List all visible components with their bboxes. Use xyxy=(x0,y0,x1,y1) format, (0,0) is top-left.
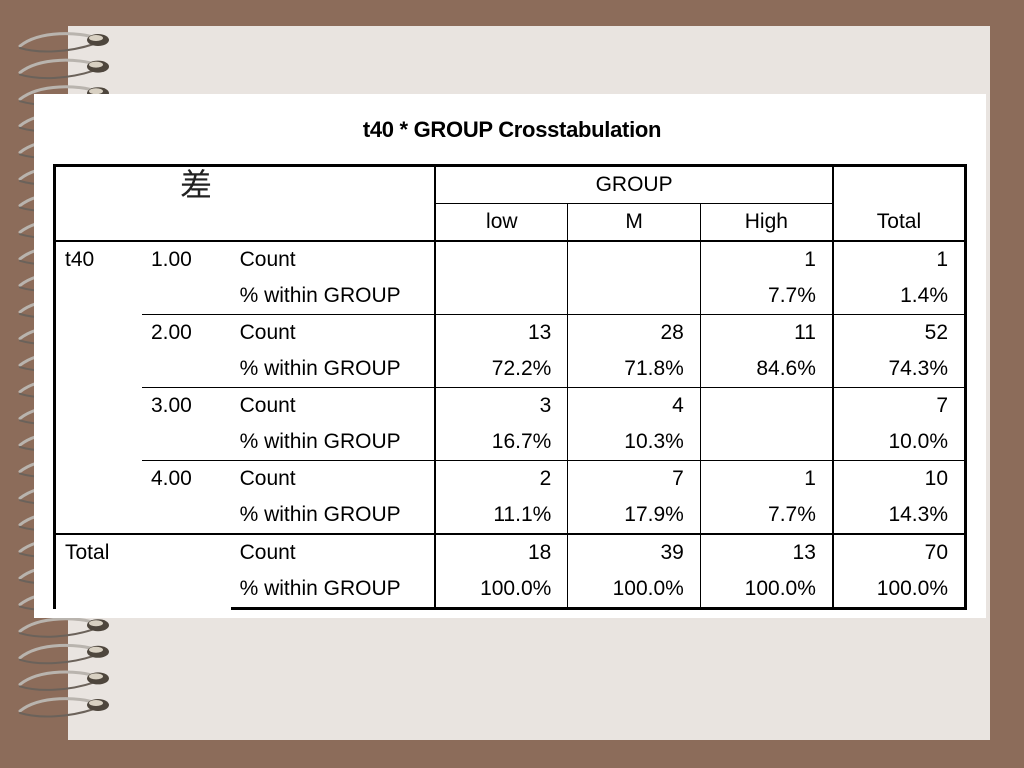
pct-low: 16.7% xyxy=(434,424,568,461)
total-pct-high: 100.0% xyxy=(699,571,833,610)
pct-m: 71.8% xyxy=(567,351,701,388)
level-label: 4.00 xyxy=(141,460,231,534)
table-row: % within GROUP 11.1% 17.9% 7.7% 14.3% xyxy=(55,497,967,534)
corner-cell: 差 xyxy=(53,164,436,241)
pct-low xyxy=(434,278,568,315)
count-total: 52 xyxy=(831,314,967,351)
pct-high: 84.6% xyxy=(699,351,833,388)
pct-total: 1.4% xyxy=(831,278,967,315)
total-pct-m: 100.0% xyxy=(567,571,701,610)
table-title: t40 * GROUP Crosstabulation xyxy=(362,117,662,142)
table-row: 4.00 Count 2 7 1 10 xyxy=(55,460,967,534)
count-low: 13 xyxy=(434,314,568,351)
level-label: 1.00 xyxy=(141,240,231,315)
pct-total: 74.3% xyxy=(831,351,967,388)
count-low: 3 xyxy=(434,387,568,424)
col-header-low: low xyxy=(434,203,568,241)
count-total: 10 xyxy=(831,460,967,497)
pct-low: 72.2% xyxy=(434,351,568,388)
count-m: 4 xyxy=(567,387,701,424)
count-low xyxy=(434,240,568,278)
pct-total: 10.0% xyxy=(831,424,967,461)
count-m xyxy=(567,240,701,278)
total-count-low: 18 xyxy=(434,533,568,571)
stat-label: % within GROUP xyxy=(239,503,401,526)
total-count-high: 13 xyxy=(699,533,833,571)
corner-label: 差 xyxy=(180,166,213,204)
level-label: 3.00 xyxy=(141,387,231,461)
pct-low: 11.1% xyxy=(434,497,568,534)
col-header-high: High xyxy=(699,203,833,241)
table-row: % within GROUP 16.7% 10.3% 10.0% xyxy=(55,424,967,461)
table-row: 2.00 Count 13 28 11 52 xyxy=(55,314,967,388)
table-row: % within GROUP 100.0% 100.0% 100.0% 100.0% xyxy=(55,571,967,610)
total-count-m: 39 xyxy=(567,533,701,571)
total-header: Total xyxy=(831,164,967,241)
stat-label: % within GROUP xyxy=(239,430,401,453)
count-m: 28 xyxy=(567,314,701,351)
table-row: Total Count 18 39 13 70 xyxy=(52,533,967,609)
total-row-label: Total xyxy=(52,533,231,609)
col-header-m: M xyxy=(567,203,701,241)
pct-high: 7.7% xyxy=(699,278,833,315)
stat-label: Count xyxy=(230,387,436,424)
total-pct-total: 100.0% xyxy=(831,571,967,610)
row-var-label: t40 xyxy=(52,240,142,534)
count-total: 7 xyxy=(831,387,967,424)
stat-label: % within GROUP xyxy=(239,284,401,307)
stat-label: Count xyxy=(230,314,436,351)
table-row: % within GROUP 72.2% 71.8% 84.6% 74.3% xyxy=(55,351,967,388)
total-count-total: 70 xyxy=(831,533,967,571)
stat-label: % within GROUP xyxy=(239,357,401,380)
pct-total: 14.3% xyxy=(831,497,967,534)
crosstab-table: 差 GROUP Total low M High t40 1.00 Count 1 1%… xyxy=(52,164,967,610)
count-m: 7 xyxy=(567,460,701,497)
stat-label: % within GROUP xyxy=(230,571,436,610)
count-high: 11 xyxy=(699,314,833,351)
pct-m: 10.3% xyxy=(567,424,701,461)
group-header: GROUP xyxy=(434,164,833,204)
level-label: 2.00 xyxy=(141,314,231,388)
stat-label: Count xyxy=(230,460,436,497)
stat-label: Count xyxy=(230,240,436,278)
count-low: 2 xyxy=(434,460,568,497)
count-high: 1 xyxy=(699,460,833,497)
count-high xyxy=(699,387,833,424)
count-high: 1 xyxy=(699,240,833,278)
table-row: 3.00 Count 3 4 7 xyxy=(55,387,967,461)
pct-m: 17.9% xyxy=(567,497,701,534)
pct-high xyxy=(699,424,833,461)
pct-m xyxy=(567,278,701,315)
pct-high: 7.7% xyxy=(699,497,833,534)
stat-label: Count xyxy=(230,533,436,571)
total-pct-low: 100.0% xyxy=(434,571,568,610)
table-row: t40 1.00 Count 1 1 xyxy=(52,240,967,534)
table-row: % within GROUP 7.7% 1.4% xyxy=(55,278,967,315)
count-total: 1 xyxy=(831,240,967,278)
